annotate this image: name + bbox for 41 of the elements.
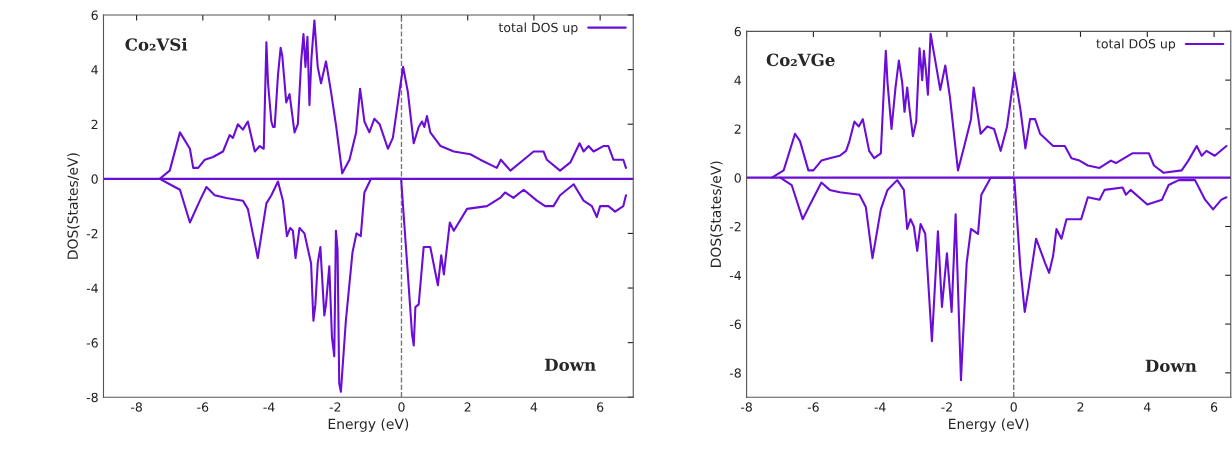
y-tick-label: 0 [734,173,741,183]
legend-label: total DOS up [498,22,578,35]
y-tick-label: -4 [729,270,742,281]
y-tick-label: 2 [734,124,741,134]
y-tick-label: 2 [91,119,98,129]
y-tick-label: 0 [91,174,98,184]
y-tick-label: -6 [729,319,741,329]
y-tick-label: -2 [729,221,741,232]
x-tick-label: 4 [1143,402,1151,412]
x-tick-label: 0 [398,402,405,412]
x-tick-label: -4 [874,402,886,412]
x-axis-title: Energy (eV) [328,418,409,432]
annotation: Down [544,358,596,372]
x-tick-label: -2 [941,402,952,412]
x-axis-title: Energy (eV) [949,418,1029,432]
x-tick-label: 4 [530,402,538,412]
y-tick-label: -4 [86,283,98,293]
y-tick-label: 6 [734,26,741,37]
x-tick-label: 6 [597,402,604,412]
y-tick-label: 4 [734,75,742,85]
x-tick-label: 0 [1010,402,1017,412]
x-tick-label: -4 [263,402,275,412]
x-tick-label: -6 [807,402,819,412]
y-tick-label: -8 [729,368,741,378]
x-tick-label: 6 [1210,402,1218,412]
annotation: Down [1145,359,1197,373]
x-tick-label: -8 [130,402,142,412]
x-tick-label: -2 [329,402,341,412]
annotation: Co₂VSi [125,37,188,51]
y-axis-title: DOS(States/eV) [67,153,80,259]
x-tick-label: 2 [1077,402,1084,412]
y-tick-label: -2 [86,228,98,239]
y-axis-title: DOS(States/eV) [710,161,723,267]
annotation: Co₂VGe [766,53,835,67]
x-tick-label: 2 [464,402,471,412]
x-tick-label: -6 [197,402,209,412]
y-tick-label: 6 [91,10,98,20]
y-tick-label: -6 [86,338,98,348]
y-tick-label: 4 [91,65,98,75]
legend-label: total DOS up [1096,38,1176,51]
y-tick-label: -8 [86,392,98,403]
